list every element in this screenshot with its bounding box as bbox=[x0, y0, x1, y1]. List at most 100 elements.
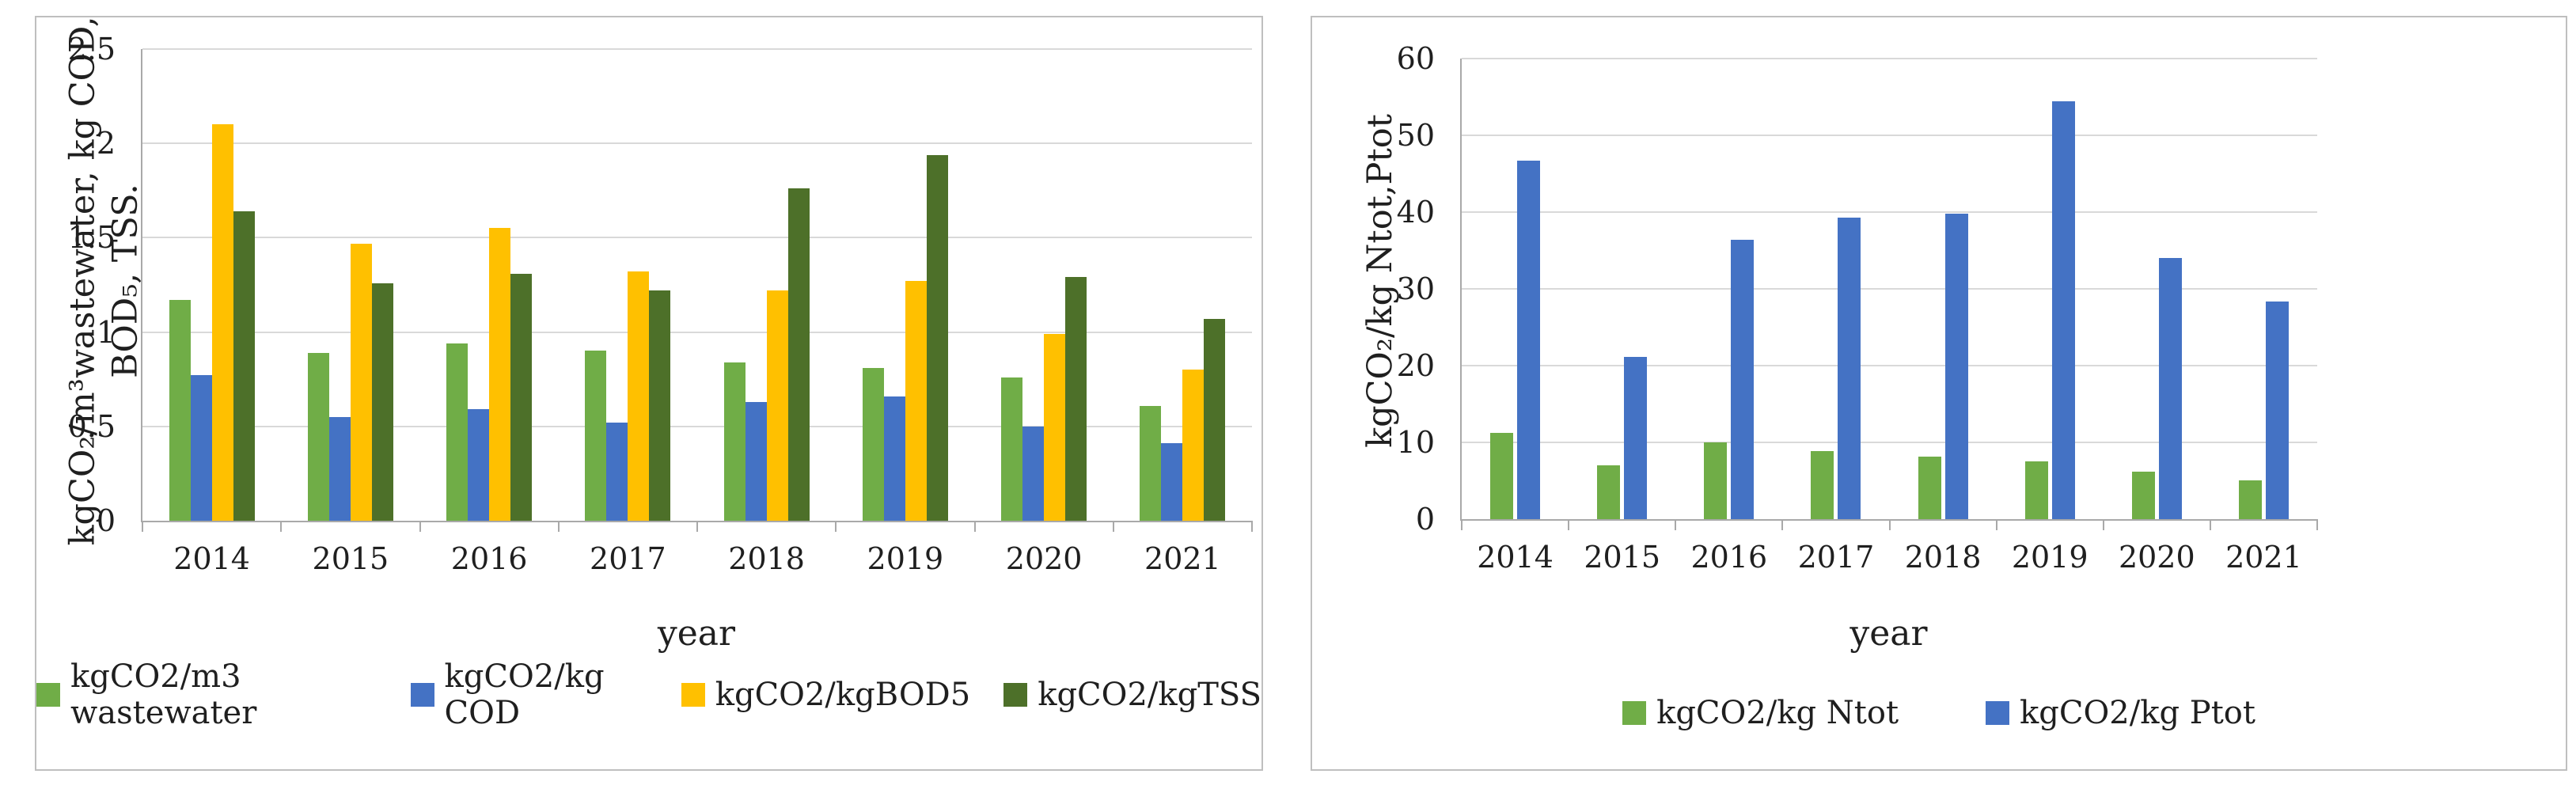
bar-kgco2-kg-ntot-2019 bbox=[2024, 461, 2048, 519]
category-group-2021: 2021 bbox=[2210, 59, 2317, 575]
bar-groups: 2014 2015 2016 2017 2018 2019 2020 2021 bbox=[1462, 59, 2317, 575]
bar-cluster bbox=[1918, 59, 1968, 519]
bar-kgco2-kgtss-2019 bbox=[926, 154, 948, 521]
bar-kgco2-kg-ntot-2017 bbox=[1811, 450, 1834, 519]
right-plot-area: 60 50 40 30 20 10 0 2014 2015 2016 2017 2018 2019 202… bbox=[1397, 41, 2318, 575]
x-axis-tick-mark bbox=[1112, 521, 1114, 532]
bar-kgco2-m3-wastewater-2017 bbox=[585, 351, 607, 521]
bar-kgco2-m3-wastewater-2014 bbox=[169, 300, 191, 521]
left-y-axis-label: kgCO₂/m³wastewater, kg COD, BOD₅, TSS. bbox=[62, 16, 147, 545]
y-tick-label: 40 bbox=[1396, 195, 1435, 230]
bar-kgco2-kgbod5-2017 bbox=[628, 271, 650, 521]
x-tick-label: 2019 bbox=[2011, 540, 2088, 575]
bar-kgco2-kgtss-2014 bbox=[233, 211, 255, 521]
x-tick-label: 2016 bbox=[1690, 540, 1768, 575]
bar-cluster bbox=[307, 49, 393, 521]
legend-label: kgCO2/kgBOD5 bbox=[715, 677, 971, 713]
y-tick-label: 2 bbox=[96, 126, 116, 161]
bar-kgco2-kg-ptot-2017 bbox=[1838, 217, 1861, 519]
legend-swatch bbox=[1986, 701, 2010, 725]
right-chart-panel: kgCO₂/kg Ntot,Ptot 60 50 40 30 20 10 0 2014 2015… bbox=[1311, 16, 2567, 771]
bar-cluster bbox=[2131, 59, 2182, 519]
legend-label: kgCO2/kgTSS bbox=[1038, 677, 1261, 713]
bar-kgco2-kg-ptot-2021 bbox=[2265, 301, 2289, 519]
legend-label: kgCO2/kg COD bbox=[444, 658, 605, 731]
legend-item: kgCO2/kg COD bbox=[410, 658, 648, 731]
bar-cluster bbox=[585, 49, 671, 521]
legend-swatch bbox=[1003, 683, 1028, 707]
bar-kgco2-kgtss-2020 bbox=[1065, 277, 1087, 521]
x-tick-label: 2021 bbox=[2225, 540, 2302, 575]
bar-cluster bbox=[1597, 59, 1648, 519]
legend-label: kgCO2/m3 wastewater bbox=[70, 658, 257, 731]
category-group-2016: 2016 bbox=[420, 49, 559, 576]
y-tick-label: 2.5 bbox=[67, 32, 116, 66]
x-tick-label: 2015 bbox=[1584, 540, 1661, 575]
bar-cluster bbox=[723, 49, 810, 521]
bar-kgco2-kgbod5-2021 bbox=[1182, 370, 1205, 521]
bar-kgco2-kgtss-2015 bbox=[371, 283, 393, 521]
gridline bbox=[142, 331, 1252, 333]
bar-kgco2-kg-ptot-2014 bbox=[1517, 161, 1541, 519]
x-tick-label: 2016 bbox=[450, 541, 528, 576]
y-tick-label: 0 bbox=[1415, 502, 1435, 537]
bar-kgco2-kg-cod-2015 bbox=[328, 416, 351, 521]
gridline bbox=[142, 237, 1252, 239]
gridline bbox=[1462, 365, 2317, 367]
y-tick-label: 60 bbox=[1396, 41, 1435, 76]
bar-kgco2-m3-wastewater-2018 bbox=[723, 362, 745, 521]
bar-kgco2-kgbod5-2018 bbox=[766, 290, 788, 521]
bar-cluster bbox=[1490, 59, 1541, 519]
x-tick-label: 2017 bbox=[590, 541, 666, 576]
bar-kgco2-kgbod5-2020 bbox=[1044, 333, 1066, 521]
x-axis-tick-mark bbox=[2316, 519, 2318, 530]
bar-cluster bbox=[169, 49, 255, 521]
y-axis-label-line-1: kgCO₂/m³wastewater, kg COD, bbox=[63, 16, 103, 546]
category-group-2020: 2020 bbox=[2104, 59, 2210, 575]
x-axis-tick-mark bbox=[1251, 521, 1253, 532]
bar-kgco2-kgbod5-2019 bbox=[905, 281, 927, 521]
category-group-2015: 2015 bbox=[281, 49, 419, 576]
y-tick-label: 50 bbox=[1396, 118, 1435, 153]
x-axis-tick-mark bbox=[973, 521, 976, 532]
x-tick-label: 2020 bbox=[2118, 540, 2195, 575]
gridline bbox=[142, 425, 1252, 427]
x-axis-tick-mark bbox=[2209, 519, 2211, 530]
left-x-axis-label: year bbox=[657, 613, 736, 654]
bar-kgco2-kg-ntot-2018 bbox=[1918, 457, 1941, 519]
gridline bbox=[1462, 135, 2317, 136]
left-plot-area: 2.5 2 1.5 1 0.5 0 2014 2015 2016 2017 2018 2019 2020… bbox=[68, 32, 1253, 576]
right-legend: kgCO2/kg Ntot kgCO2/kg Ptot bbox=[1312, 695, 2566, 731]
bar-kgco2-m3-wastewater-2015 bbox=[307, 352, 329, 521]
bar-kgco2-kg-ptot-2020 bbox=[2158, 258, 2182, 519]
legend-label: kgCO2/kg Ntot bbox=[1656, 695, 1899, 731]
bar-kgco2-kg-cod-2017 bbox=[606, 423, 628, 521]
gridline bbox=[1462, 288, 2317, 290]
category-group-2020: 2020 bbox=[975, 49, 1113, 576]
bar-kgco2-kg-cod-2021 bbox=[1161, 443, 1183, 521]
x-tick-label: 2015 bbox=[312, 541, 389, 576]
y-tick-label: 30 bbox=[1396, 271, 1435, 306]
bar-kgco2-kg-cod-2020 bbox=[1022, 426, 1045, 521]
bar-kgco2-kgbod5-2014 bbox=[211, 124, 233, 521]
gridline bbox=[1462, 442, 2317, 444]
legend-swatch bbox=[1622, 701, 1647, 725]
bar-kgco2-kg-ntot-2015 bbox=[1597, 465, 1621, 519]
left-chart-panel: kgCO₂/m³wastewater, kg COD, BOD₅, TSS. 2… bbox=[35, 16, 1263, 771]
category-group-2019: 2019 bbox=[1997, 59, 2104, 575]
bar-kgco2-kg-cod-2016 bbox=[468, 409, 490, 521]
bar-kgco2-kgtss-2016 bbox=[510, 273, 533, 521]
bar-kgco2-kgtss-2017 bbox=[649, 290, 671, 521]
y-tick-label: 20 bbox=[1396, 348, 1435, 384]
x-tick-label: 2018 bbox=[728, 541, 805, 576]
bar-kgco2-m3-wastewater-2020 bbox=[1001, 377, 1023, 521]
legend-swatch bbox=[410, 683, 434, 707]
bar-kgco2-m3-wastewater-2019 bbox=[862, 367, 884, 521]
gridline bbox=[142, 48, 1252, 50]
x-axis-tick-mark bbox=[419, 521, 421, 532]
bar-groups: 2014 2015 2016 2017 2018 2019 2020 2021 bbox=[142, 49, 1252, 576]
left-legend: kgCO2/m3 wastewater kgCO2/kg COD kgCO2/kgB… bbox=[36, 658, 1261, 731]
category-group-2015: 2015 bbox=[1569, 59, 1675, 575]
y-tick-label: 10 bbox=[1396, 425, 1435, 461]
category-group-2018: 2018 bbox=[697, 49, 836, 576]
